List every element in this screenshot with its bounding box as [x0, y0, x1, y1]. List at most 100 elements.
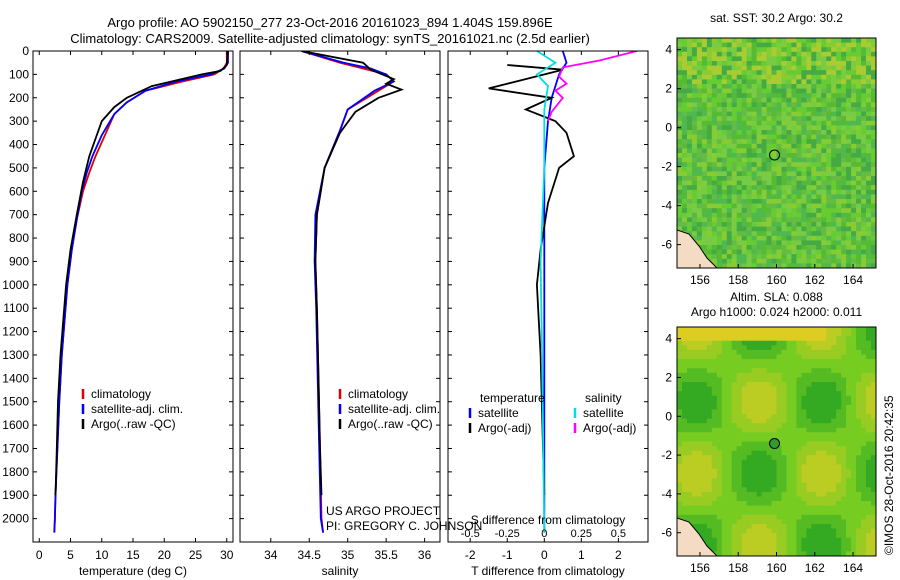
map-sst-map: 156 158 160 162 164 -6 -4 -2 0 2 4 sat. SST: 30.2 A…	[661, 11, 877, 287]
map-sla-map: 156 158 160 162 164 -6 -4 -2 0 2 4 Altim. SLA: 0.08…	[661, 290, 877, 575]
xtick-label-salinity: 34.5	[298, 548, 322, 562]
series-temperature-1	[53, 51, 229, 533]
map-xtick-label-sst-map: 160	[766, 273, 786, 287]
ytick-label-depth: 1800	[2, 465, 29, 479]
argo-position-marker-sst-map	[769, 149, 781, 161]
xtick-top-label: 0	[541, 528, 547, 540]
map-xtick-label-sla-map: 160	[766, 561, 786, 575]
argo-position-marker-sla-map	[769, 438, 781, 450]
ytick-label-depth: 1000	[2, 278, 29, 292]
series-temperature-2	[54, 51, 229, 496]
heatmap-cells-sst-map	[677, 38, 876, 268]
ytick-label-depth: 900	[9, 254, 29, 268]
ytick-label-depth: 1300	[2, 348, 29, 362]
climatology-title: Climatology: CARS2009. Satellite-adjuste…	[70, 31, 590, 46]
legend-label-difference: Argo(-adj)	[583, 421, 636, 435]
xtick-label-temperature: 25	[189, 548, 203, 562]
legend-label-temperature: climatology	[91, 387, 151, 401]
series-difference-1	[488, 64, 575, 496]
map-xtick-label-sst-map: 156	[690, 273, 710, 287]
xtick-label-difference: -2	[465, 548, 476, 562]
xtick-label-difference: 2	[615, 548, 622, 562]
axes-frame-temperature	[32, 50, 234, 543]
ytick-label-depth: 1500	[2, 395, 29, 409]
xtick-label-temperature: 0	[36, 548, 43, 562]
ytick-label-depth: 1100	[3, 301, 29, 315]
map-xtick-label-sla-map: 158	[728, 561, 748, 575]
map-xtick-label-sla-map: 164	[843, 561, 863, 575]
xtick-top-label: 0.25	[571, 528, 592, 540]
map-ytick-label-sst-map: -2	[661, 160, 672, 174]
ytick-label-depth: 1200	[2, 325, 29, 339]
map-ytick-label-sst-map: 0	[665, 121, 672, 135]
ytick-label-depth: 700	[9, 208, 29, 222]
map-ytick-label-sla-map: -6	[661, 526, 672, 540]
ytick-label-depth: 500	[9, 161, 29, 175]
series-temperature-0	[53, 51, 228, 533]
difference-extras: temperaturesatelliteArgo(-adj)salinitysa…	[461, 391, 637, 540]
xtick-label-temperature: 30	[220, 548, 234, 562]
ytick-label-depth: 800	[9, 231, 29, 245]
map-xtick-label-sst-map: 162	[805, 273, 825, 287]
xtick-label-temperature: 10	[95, 548, 109, 562]
map-ytick-label-sst-map: 2	[665, 82, 672, 96]
xtick-label-temperature: 15	[126, 548, 140, 562]
map-xtick-label-sla-map: 156	[690, 561, 710, 575]
map-ytick-label-sla-map: -2	[661, 448, 672, 462]
map-ytick-label-sla-map: 2	[665, 370, 672, 384]
xtick-label-temperature: 5	[67, 548, 74, 562]
legend-label-salinity: climatology	[348, 387, 408, 401]
xtick-top-label: 0.5	[611, 528, 626, 540]
ytick-label-depth: 2000	[2, 512, 29, 526]
xtick-label-salinity: 34	[264, 548, 278, 562]
legend-label-difference: satellite	[583, 406, 624, 420]
map-title-sla: Altim. SLA: 0.088	[730, 290, 823, 304]
series-salinity-2	[301, 51, 405, 496]
xlabel-difference: T difference from climatology	[471, 564, 625, 578]
ytick-label-depth: 1700	[2, 441, 29, 455]
xtick-label-temperature: 20	[158, 548, 172, 562]
series-difference-0	[543, 51, 568, 533]
credit-pi: PI: GREGORY C. JOHNSON	[326, 519, 482, 533]
footer-stamp: ©IMOS 28-Oct-2016 20:42:35	[882, 395, 896, 555]
credit-project: US ARGO PROJECT	[326, 504, 441, 518]
map-title-sst: sat. SST: 30.2 Argo: 30.2	[710, 11, 843, 25]
land-patch-sst-map	[677, 229, 718, 268]
series-difference-3	[547, 51, 638, 122]
legend-label-temperature: Argo(..raw -QC)	[91, 417, 176, 431]
xtick-label-difference: 0	[541, 548, 548, 562]
panel-salinity: 34 34.5 35 35.5 36 salinity climatologysatelli…	[239, 50, 441, 578]
map-subtitle-sla: Argo h1000: 0.024 h2000: 0.011	[691, 305, 863, 319]
land-patch-sla-map	[677, 517, 718, 556]
panel-difference: -2 -1 0 1 2 T difference from climatology	[447, 50, 649, 578]
ytick-label-depth: 600	[9, 184, 29, 198]
axes-frame-difference	[447, 50, 649, 543]
xtick-label-salinity: 36	[418, 548, 432, 562]
xtick-top-label: -0.5	[461, 528, 480, 540]
legend-label-difference: salinity	[585, 391, 622, 405]
xtick-label-salinity: 35.5	[374, 548, 398, 562]
legend-label-salinity: Argo(..raw -QC)	[348, 417, 433, 431]
xtick-label-difference: -1	[502, 548, 513, 562]
xtick-top-label: -0.25	[495, 528, 520, 540]
series-difference-2	[535, 51, 558, 533]
profile-title: Argo profile: AO 5902150_277 23-Oct-2016…	[107, 15, 553, 30]
xlabel-temperature: temperature (deg C)	[79, 564, 187, 578]
map-ytick-label-sst-map: -4	[661, 199, 672, 213]
legend-label-difference: Argo(-adj)	[478, 421, 531, 435]
map-xtick-label-sst-map: 164	[843, 273, 863, 287]
map-xtick-label-sst-map: 158	[728, 273, 748, 287]
panel-temperature: 0100200300400500600700800900100011001200…	[2, 44, 233, 578]
map-ytick-label-sla-map: 0	[665, 409, 672, 423]
map-ytick-label-sla-map: 4	[665, 332, 672, 346]
ytick-label-depth: 300	[9, 114, 29, 128]
legend-label-temperature: satellite-adj. clim.	[91, 402, 183, 416]
ytick-label-depth: 1900	[2, 488, 29, 502]
legend-label-difference: satellite	[478, 406, 519, 420]
legend-label-difference: temperature	[480, 391, 545, 405]
xlabel-top-difference: S difference from climatology	[471, 513, 626, 527]
map-ytick-label-sst-map: -6	[661, 238, 672, 252]
ytick-label-depth: 1600	[2, 418, 29, 432]
xtick-label-difference: 1	[578, 548, 585, 562]
